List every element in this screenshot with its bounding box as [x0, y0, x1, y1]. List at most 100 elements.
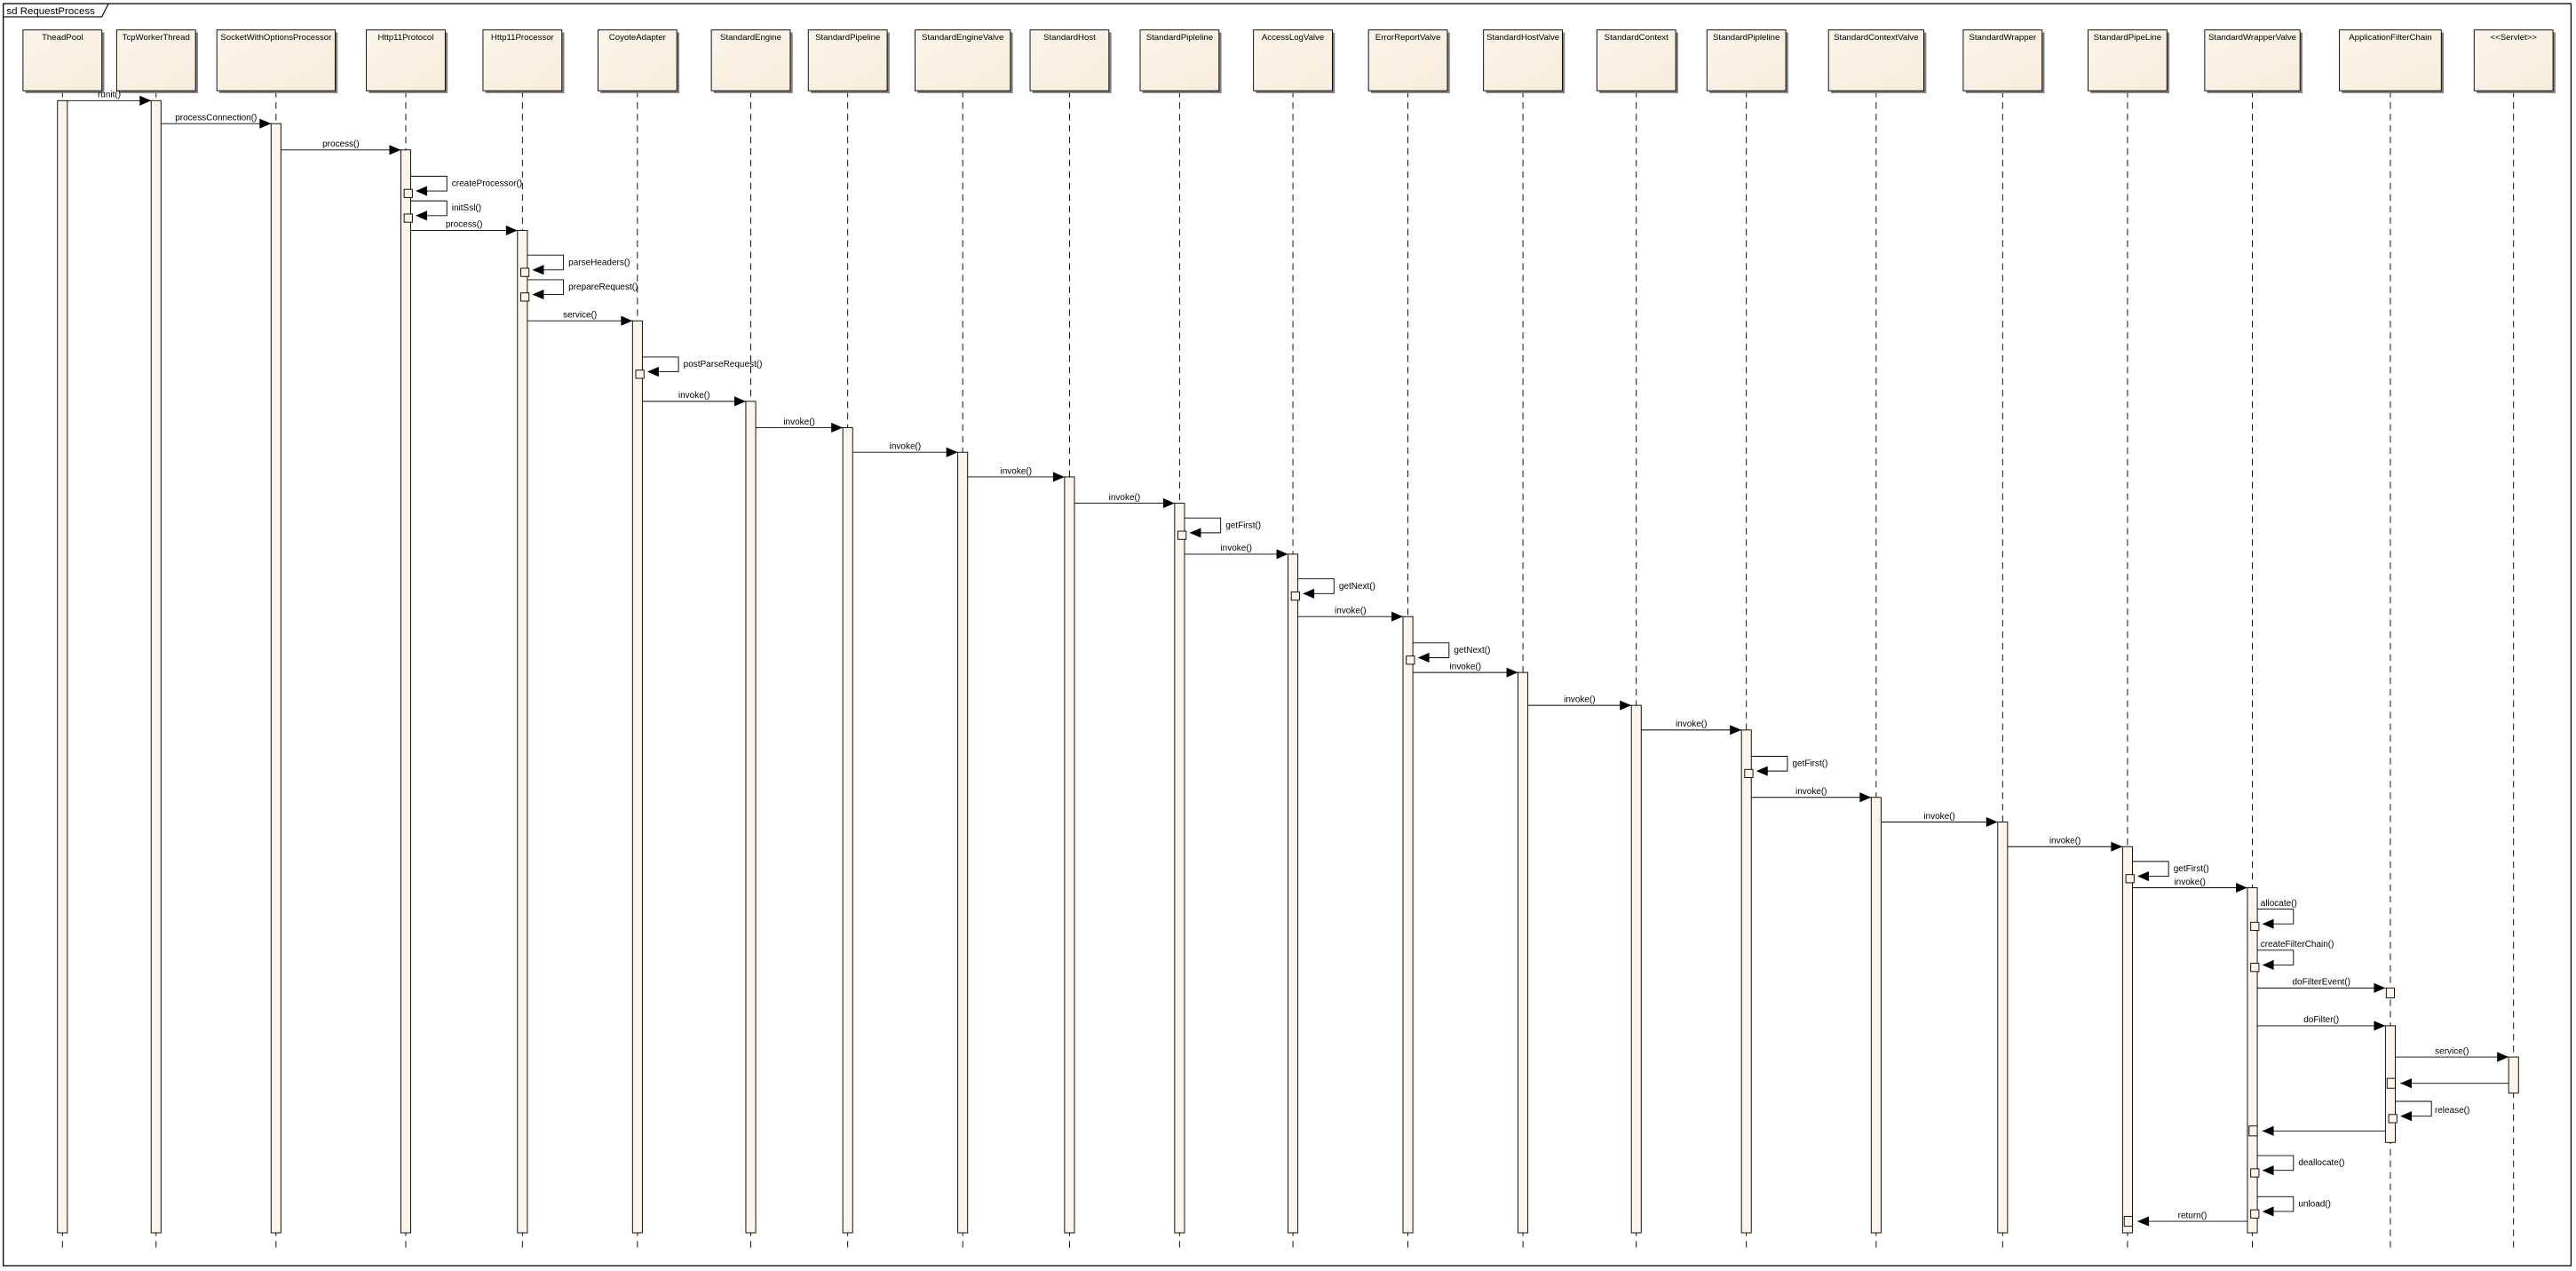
message: invoke()	[756, 417, 844, 433]
arrowhead-icon	[1756, 766, 1768, 776]
message-label: invoke()	[1923, 812, 1955, 822]
activation-bar	[270, 123, 281, 1234]
arrowhead-icon	[389, 145, 401, 155]
lifeline[interactable]: StandardHostValve	[1483, 29, 1565, 1250]
message-label: getNext()	[1339, 582, 1375, 592]
self-message-line	[2257, 949, 2295, 965]
participant-box[interactable]	[1706, 29, 1787, 91]
message-label: release()	[2435, 1106, 2469, 1116]
activation-bar	[150, 99, 162, 1234]
lifeline[interactable]: TcpWorkerThread	[115, 29, 198, 1250]
self-message-line	[527, 254, 565, 271]
self-message-line	[527, 279, 565, 296]
lifeline[interactable]: ApplicationFilterChain	[2339, 29, 2445, 1250]
arrowhead-icon	[2262, 1125, 2274, 1136]
message-label: unload()	[2298, 1199, 2331, 1209]
message: getFirst()	[2125, 861, 2209, 884]
diagram-frame: sd RequestProcess	[3, 3, 2572, 1267]
participant-box[interactable]	[1962, 29, 2043, 91]
participant-box[interactable]	[1139, 29, 1220, 91]
participant-box[interactable]	[1827, 29, 1924, 91]
participant-box[interactable]	[22, 29, 103, 91]
participant-box[interactable]	[2339, 29, 2442, 91]
message: processConnection()	[161, 113, 272, 129]
participant-box[interactable]	[1253, 29, 1333, 91]
participant-box[interactable]	[2088, 29, 2168, 91]
lifeline[interactable]: TheadPool	[22, 29, 105, 1250]
message: process()	[410, 220, 518, 235]
message: getNext()	[1290, 578, 1375, 601]
participant-box[interactable]	[915, 29, 1011, 91]
activation-bar	[2508, 1056, 2519, 1094]
lifeline[interactable]: StandardPipleline	[1706, 29, 1788, 1250]
arrowhead-icon	[946, 447, 958, 457]
message: invoke()	[642, 391, 746, 407]
activation-bar	[1630, 704, 1642, 1234]
message-label: process()	[446, 220, 483, 230]
participant-name: CoyoteAdapter	[609, 33, 667, 43]
participant-name: StandardHostValve	[1486, 33, 1559, 43]
arrowhead-icon	[1730, 725, 1742, 735]
message: invoke()	[1074, 493, 1175, 509]
participant-box[interactable]	[1483, 29, 1563, 91]
lifeline[interactable]: <<Servlet>>	[2473, 29, 2556, 1250]
participant-name: StandardEngineValve	[922, 33, 1003, 43]
message-label: invoke()	[783, 417, 815, 427]
arrowhead-icon	[2137, 1216, 2149, 1227]
activation-bar	[2250, 921, 2260, 932]
self-message-line	[642, 356, 679, 373]
arrowhead-icon	[2137, 870, 2149, 882]
message: getFirst()	[1177, 517, 1261, 540]
message-label: doFilterEvent()	[2292, 978, 2350, 988]
lifeline[interactable]: StandardPipleline	[1139, 29, 1222, 1250]
participant-box[interactable]	[115, 29, 196, 91]
lifeline[interactable]: StandardContextValve	[1827, 29, 1927, 1250]
participant-name: StandardPipleline	[1713, 33, 1779, 43]
message: invoke()	[1641, 719, 1742, 735]
activation-bar	[520, 292, 530, 302]
lifeline[interactable]: StandardContext	[1596, 29, 1678, 1250]
message: postParseRequest()	[635, 356, 762, 379]
activation-bar	[517, 229, 528, 1234]
activation-bar	[403, 213, 413, 223]
message: invoke()	[967, 466, 1065, 482]
message-label: invoke()	[1109, 493, 1141, 503]
message-label: invoke()	[1001, 466, 1033, 476]
message: service()	[2395, 1046, 2509, 1062]
message-label: deallocate()	[2298, 1158, 2344, 1168]
participant-box[interactable]	[1596, 29, 1676, 91]
participant-name: StandardContextValve	[1834, 33, 1918, 43]
lifeline[interactable]: StandardPipeLine	[2088, 29, 2170, 1250]
participant-box[interactable]	[1029, 29, 1110, 91]
activation-bar	[1406, 655, 1415, 665]
lifeline[interactable]: StandardWrapper	[1962, 29, 2045, 1250]
activation-bar	[1740, 729, 1752, 1234]
arrowhead-icon	[1162, 498, 1175, 509]
message-label: createFilterChain()	[2261, 940, 2334, 949]
self-message-line	[1751, 756, 1788, 772]
message-label: runit()	[98, 91, 121, 100]
participant-box[interactable]	[807, 29, 888, 91]
messages: runit() processConnection() process() creat…	[67, 91, 2509, 1227]
arrowhead-icon	[2262, 959, 2274, 971]
arrowhead-icon	[416, 186, 428, 196]
participant-box[interactable]	[216, 29, 336, 91]
participant-box[interactable]	[2204, 29, 2301, 91]
activation-bar	[745, 401, 757, 1234]
participant-box[interactable]	[482, 29, 563, 91]
activation-bar	[2121, 846, 2133, 1234]
participant-box[interactable]	[710, 29, 791, 91]
participant-box[interactable]	[366, 29, 446, 91]
arrowhead-icon	[1417, 652, 1430, 663]
message: allocate()	[2250, 899, 2297, 932]
frame-title: sd RequestProcess	[6, 6, 95, 17]
message: invoke()	[1413, 662, 1518, 678]
message	[2248, 1125, 2386, 1137]
lifeline[interactable]: StandardWrapperValve	[2204, 29, 2303, 1250]
participant-box[interactable]	[1367, 29, 1448, 91]
message-label: processConnection()	[175, 113, 257, 123]
participant-box[interactable]	[597, 29, 678, 91]
activation-bar	[2386, 1077, 2396, 1089]
arrowhead-icon	[2111, 841, 2123, 852]
participant-box[interactable]	[2473, 29, 2554, 91]
